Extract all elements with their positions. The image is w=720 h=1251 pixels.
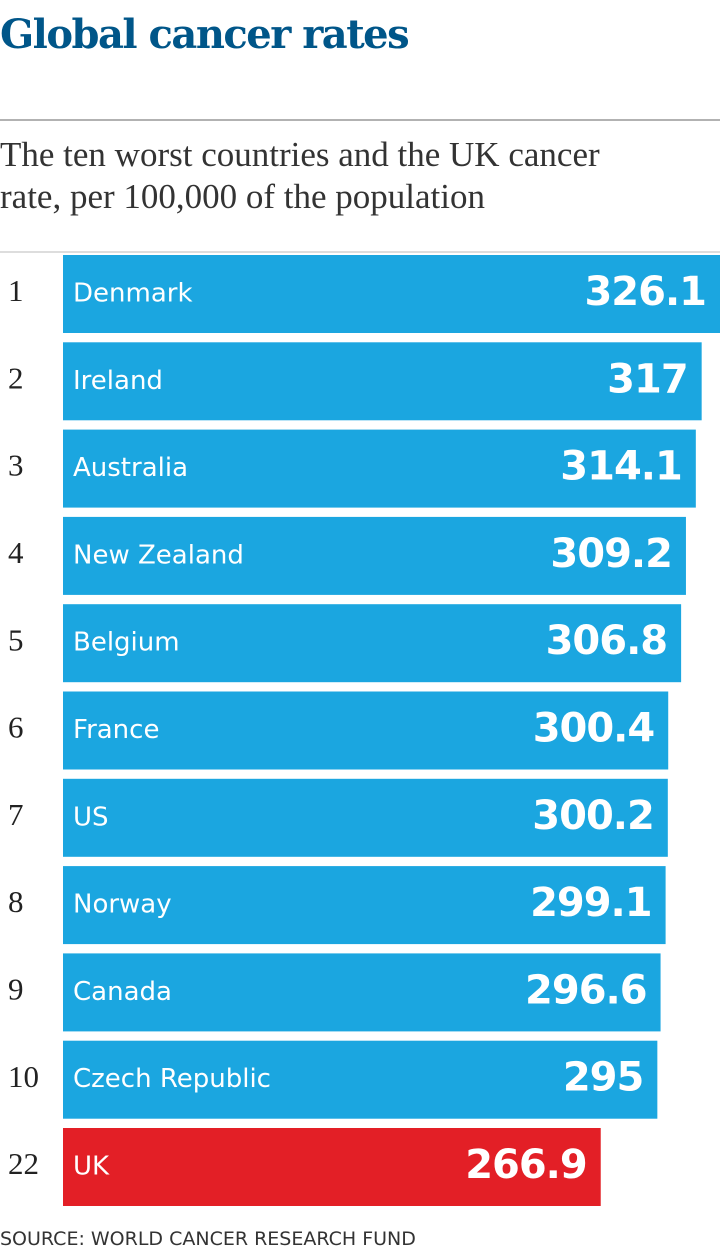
rank: 5 — [8, 622, 24, 657]
value-label: 296.6 — [525, 967, 647, 1013]
value-label: 299.1 — [530, 880, 652, 926]
rank: 22 — [8, 1146, 39, 1181]
category-label: US — [73, 802, 109, 832]
bar — [63, 1128, 601, 1206]
bar — [63, 1040, 658, 1119]
category-label: Belgium — [73, 628, 180, 658]
category-label: France — [73, 715, 159, 745]
value-label: 309.2 — [550, 531, 672, 577]
value-label: 317 — [607, 356, 688, 402]
category-label: UK — [73, 1152, 110, 1182]
value-label: 326.1 — [584, 269, 706, 315]
category-label: Canada — [73, 977, 172, 1007]
bar — [63, 255, 720, 333]
category-label: Australia — [73, 453, 188, 483]
rank: 10 — [8, 1059, 39, 1094]
chart-title: Global cancer rates — [0, 11, 408, 58]
bar — [63, 953, 661, 1032]
value-label: 300.2 — [532, 793, 654, 839]
value-label: 306.8 — [546, 618, 668, 664]
rank: 3 — [8, 448, 24, 483]
bar — [63, 866, 666, 945]
bar — [63, 778, 668, 857]
rank: 8 — [8, 884, 24, 919]
subtitle: rate, per 100,000 of the population — [0, 177, 485, 216]
bar — [63, 342, 702, 421]
rank: 1 — [8, 273, 24, 308]
value-label: 314.1 — [560, 444, 682, 490]
value-label: 300.4 — [533, 706, 655, 752]
category-label: Ireland — [73, 366, 163, 396]
category-label: Norway — [73, 890, 172, 920]
bar — [63, 604, 682, 683]
category-label: Denmark — [73, 279, 193, 309]
category-label: Czech Republic — [73, 1064, 271, 1094]
source: SOURCE: WORLD CANCER RESEARCH FUND — [0, 1228, 416, 1250]
bar — [63, 691, 669, 770]
rank: 7 — [8, 797, 24, 832]
subtitle: The ten worst countries and the UK cance… — [0, 135, 600, 174]
category-label: New Zealand — [73, 540, 244, 570]
rank: 2 — [8, 360, 24, 395]
bar — [63, 516, 686, 595]
rank: 4 — [8, 535, 24, 570]
bar — [63, 429, 696, 508]
rank: 9 — [8, 972, 24, 1007]
value-label: 266.9 — [465, 1142, 587, 1188]
value-label: 295 — [563, 1055, 644, 1101]
rank: 6 — [8, 710, 24, 745]
